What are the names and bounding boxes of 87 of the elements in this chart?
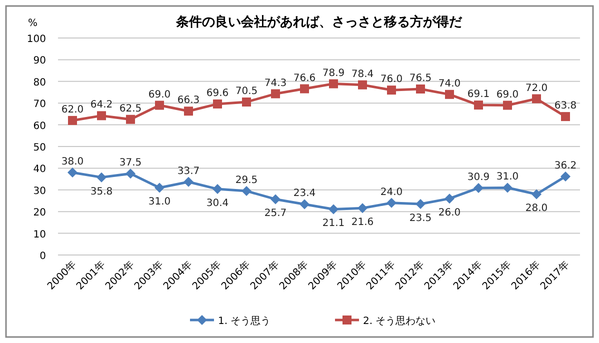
- point: [242, 186, 252, 196]
- data-label: 72.0: [525, 82, 548, 94]
- point: [502, 182, 512, 193]
- data-label: 69.1: [467, 89, 490, 100]
- point: [416, 199, 426, 210]
- data-label: 70.5: [235, 86, 258, 98]
- data-label: 69.0: [496, 89, 519, 100]
- title: 条件の良い会社があれば、さっさと移る方が得だ: [176, 15, 462, 30]
- data-label: 30.9: [467, 172, 490, 183]
- point: [126, 114, 135, 124]
- data-label: 36.2: [554, 160, 577, 172]
- point: [154, 182, 164, 193]
- legend-label: 2. そう思わない: [363, 316, 436, 327]
- point: [68, 168, 78, 178]
- data-label: 62.0: [61, 104, 84, 116]
- data-label: 64.2: [90, 100, 113, 111]
- data-label: 74.3: [264, 78, 287, 89]
- y-tick-label: 0: [40, 251, 46, 262]
- point: [126, 168, 136, 179]
- data-label: 37.5: [119, 158, 142, 169]
- data-label: 24.0: [380, 186, 403, 198]
- point: [184, 176, 194, 187]
- y-tick-label: 90: [33, 56, 46, 67]
- data-label: 62.5: [119, 103, 142, 114]
- point: [155, 100, 164, 110]
- point: [416, 84, 425, 94]
- data-label: 25.7: [264, 208, 287, 220]
- data-label: 29.5: [235, 174, 258, 186]
- point: [96, 172, 106, 182]
- point: [387, 86, 396, 95]
- point: [561, 112, 570, 122]
- point: [532, 94, 541, 104]
- ylabel: %: [28, 18, 38, 29]
- point: [97, 111, 106, 120]
- y-tick-label: 60: [33, 120, 46, 132]
- point: [532, 189, 542, 200]
- point: [270, 194, 280, 204]
- point: [358, 80, 367, 90]
- data-label: 35.8: [90, 186, 113, 198]
- point: [444, 194, 454, 204]
- data-label: 33.7: [177, 166, 200, 177]
- point: [184, 106, 193, 116]
- legend-label: 1. そう思う: [218, 316, 271, 327]
- data-label: 63.8: [554, 100, 577, 112]
- data-label: 31.0: [148, 196, 171, 208]
- y-tick-label: 80: [33, 77, 46, 88]
- point: [300, 84, 309, 94]
- point: [212, 184, 222, 194]
- y-tick-label: 100: [26, 34, 46, 45]
- data-label: 26.0: [438, 208, 461, 219]
- point: [560, 171, 570, 182]
- data-label: 38.0: [61, 156, 84, 168]
- data-label: 66.3: [177, 95, 200, 106]
- point: [503, 100, 512, 110]
- data-label: 74.0: [438, 78, 461, 90]
- data-label: 21.1: [322, 218, 345, 230]
- data-label: 21.6: [351, 217, 374, 228]
- point: [271, 89, 280, 98]
- point: [68, 116, 77, 125]
- point: [474, 100, 483, 110]
- data-label: 23.5: [409, 213, 432, 224]
- data-label: 76.5: [409, 72, 432, 84]
- y-tick-label: 20: [33, 208, 46, 219]
- y-tick-label: 10: [33, 229, 46, 240]
- y-tick-label: 40: [33, 164, 46, 176]
- data-label: 31.0: [496, 172, 519, 183]
- y-tick-label: 50: [33, 142, 46, 154]
- data-label: 28.0: [525, 203, 548, 214]
- data-label: 69.6: [206, 88, 229, 99]
- y-tick-label: 30: [33, 186, 46, 197]
- data-label: 30.4: [206, 198, 229, 210]
- point: [445, 90, 454, 99]
- data-label: 76.6: [293, 72, 316, 84]
- point: [386, 198, 396, 208]
- data-label: 78.9: [322, 68, 345, 79]
- data-label: 23.4: [293, 188, 316, 200]
- point: [329, 79, 338, 88]
- data-label: 69.0: [148, 89, 171, 100]
- y-tick-label: 70: [33, 99, 46, 110]
- point: [242, 98, 251, 107]
- data-label: 78.4: [351, 68, 374, 80]
- point: [474, 182, 484, 193]
- data-label: 76.0: [380, 74, 403, 86]
- point: [328, 204, 338, 214]
- point: [300, 199, 310, 210]
- point: [358, 203, 368, 214]
- point: [213, 99, 222, 108]
